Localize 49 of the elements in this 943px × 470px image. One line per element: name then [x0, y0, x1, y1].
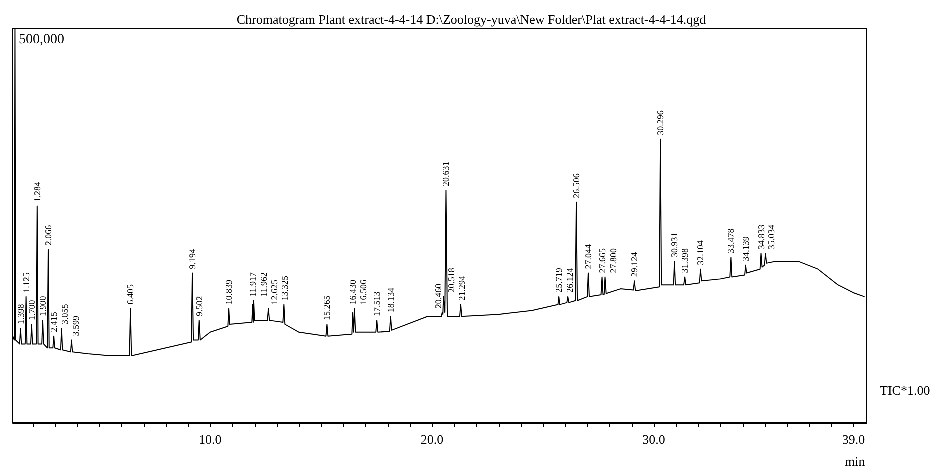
annotation: 6.405: [126, 284, 136, 305]
annotation: 34.833: [756, 224, 766, 250]
annotation: 1.900: [38, 296, 48, 317]
annotation: 10.839: [224, 279, 234, 305]
annotation: 20.518: [446, 268, 457, 293]
annotation: 30.296: [656, 110, 666, 136]
annotation: 16.430: [348, 279, 358, 305]
annotation: 2.066: [43, 224, 54, 246]
annotation: 17.513: [372, 291, 382, 317]
x-tick-label: 10.0: [199, 432, 222, 447]
annotation: 1.125: [21, 272, 32, 293]
annotation: 31.398: [680, 248, 690, 274]
annotation: 1.398: [16, 304, 26, 324]
annotation: 29.124: [630, 252, 640, 278]
annotation: 30.931: [670, 232, 680, 258]
annotation: 21.294: [456, 276, 467, 301]
text: TIC*1.00: [880, 383, 930, 398]
annotation: 16.506: [358, 279, 369, 305]
chart-title: Chromatogram Plant extract-4-4-14 D:\Zoology-yuva\New Folder\Plat extract-4-4-14.qgd: [236, 12, 707, 27]
annotation: 1.700: [26, 300, 37, 320]
annotation: 9.194: [188, 248, 198, 270]
annotation: 11.962: [258, 272, 269, 297]
annotation: 1.284: [32, 182, 42, 202]
annotation: 12.625: [270, 279, 280, 305]
annotation: 500,000: [19, 32, 64, 48]
annotation: 13.325: [280, 276, 290, 301]
x-axis-title: min: [845, 454, 866, 469]
annotation: 15.265: [322, 295, 332, 320]
annotation: 3.055: [60, 304, 70, 324]
x-tick-label: 20.0: [420, 432, 444, 447]
annotation: 32.104: [696, 240, 706, 266]
annotation: 25.719: [554, 268, 564, 293]
x-tick-label: 30.0: [642, 432, 666, 447]
annotation: 11.917: [248, 272, 258, 297]
annotation: 20.460: [433, 283, 444, 309]
annotation: 26.124: [565, 268, 576, 293]
annotation: 33.478: [726, 228, 736, 254]
annotation: 27.665: [597, 248, 608, 274]
annotation: 34.139: [740, 236, 751, 262]
annotation: 3.599: [70, 316, 81, 336]
annotation: 26.506: [572, 173, 582, 198]
annotation: 27.800: [608, 248, 618, 274]
annotation: 20.631: [441, 162, 452, 187]
annotation: 18.134: [386, 287, 396, 313]
annotation: 27.044: [583, 244, 594, 270]
annotation: 9.502: [194, 296, 204, 317]
annotation: 35.034: [766, 224, 777, 250]
x-tick-label: 39.0: [842, 432, 866, 447]
annotation: 2.415: [49, 312, 60, 332]
